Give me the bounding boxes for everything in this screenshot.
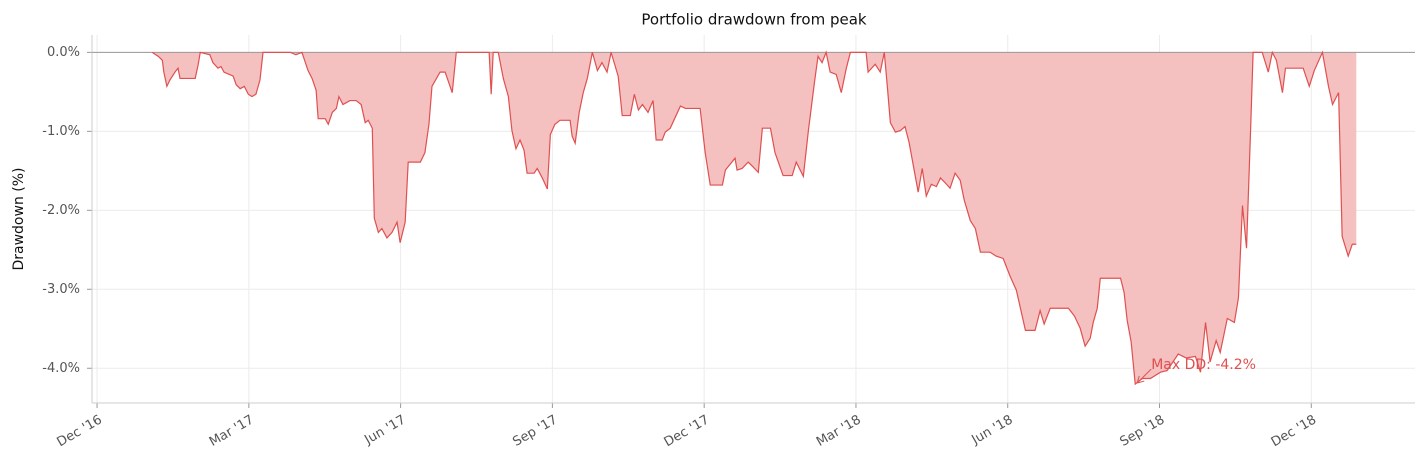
x-tick-label: Dec '18 <box>1269 413 1319 451</box>
x-tick-label: Mar '17 <box>207 413 257 450</box>
y-axis-label: Drawdown (%) <box>11 167 27 270</box>
y-tick-label: -1.0% <box>42 124 80 139</box>
x-tick-label: Jun '17 <box>361 413 408 449</box>
y-tick-label: -4.0% <box>42 361 80 376</box>
annotation-arrow <box>1136 368 1152 384</box>
annotation: Max DD: -4.2% <box>1151 357 1256 373</box>
x-tick-label: Jun '18 <box>969 413 1016 449</box>
y-tick-label: 0.0% <box>47 45 80 60</box>
line <box>151 50 1357 386</box>
x-tick-label: Dec '17 <box>662 413 712 451</box>
x-tick-label: Dec '16 <box>55 413 105 451</box>
y-tick-label: -2.0% <box>42 203 80 218</box>
x-tick-label: Mar '18 <box>814 413 864 450</box>
chart-title: Portfolio drawdown from peak <box>641 11 866 29</box>
y-tick-label: -3.0% <box>42 282 80 297</box>
x-tick-label: Sep '18 <box>1118 413 1168 450</box>
area <box>152 52 1357 385</box>
x-tick-label: Sep '17 <box>510 413 560 450</box>
